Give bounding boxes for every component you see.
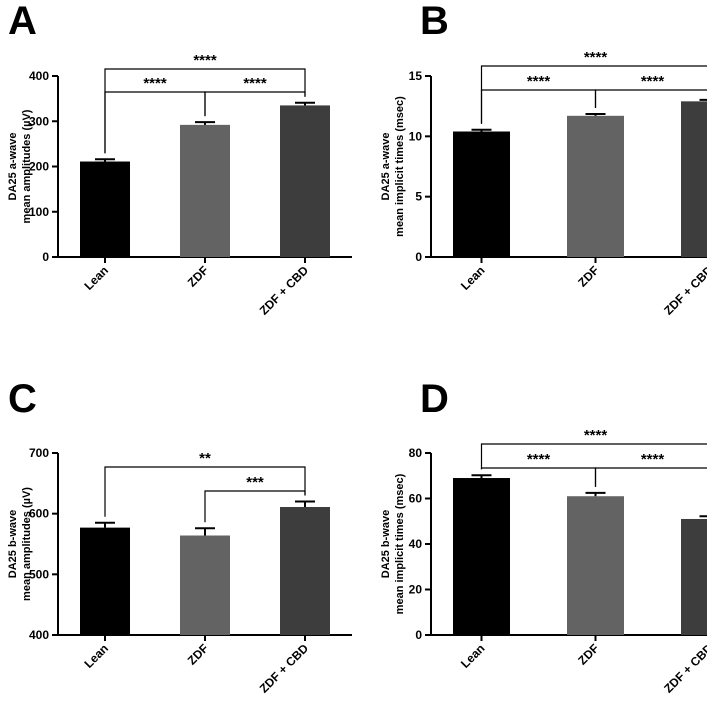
significance-bracket [480, 65, 707, 124]
bar-zdf-cbd [280, 506, 330, 635]
y-tick-label: 700 [29, 446, 49, 460]
y-tick-label: 60 [409, 492, 423, 506]
category-label: ZDF + CBD [257, 641, 312, 696]
panel-letter: D [420, 377, 449, 421]
y-axis-label: DA25 a-wave [380, 133, 392, 201]
significance-label: **** [193, 52, 217, 69]
y-tick-label: 0 [42, 250, 49, 264]
significance-bracket [594, 467, 707, 487]
category-label: ZDF [575, 641, 601, 667]
significance-label: **** [143, 75, 167, 92]
y-tick-label: 200 [29, 160, 49, 174]
category-label: Lean [81, 263, 111, 293]
significance-label: **** [584, 49, 608, 66]
y-tick-label: 300 [29, 114, 49, 128]
category-label: ZDF [185, 263, 211, 289]
panel-a: A 0 100 200 300 400 DA25 a-wave mean amplitudes… [7, 0, 352, 318]
significance-label: **** [641, 451, 665, 468]
significance-label: **** [527, 73, 551, 90]
significance-label: **** [527, 451, 551, 468]
y-axis-label: DA25 a-wave [7, 133, 19, 201]
significance-label: **** [641, 73, 665, 90]
y-axis-label: mean amplitudes (µV) [21, 487, 33, 601]
panel-d: D 0 20 40 60 80 DA25 b-wave mean implicit times… [380, 377, 707, 696]
panel-c: C 400 500 600 700 DA25 b-wave mean amplitudes … [7, 377, 352, 696]
category-label: Lean [458, 263, 488, 293]
panel-letter: C [8, 377, 37, 421]
significance-bracket [594, 89, 707, 109]
category-label: Lean [458, 641, 488, 671]
y-tick-label: 100 [29, 205, 49, 219]
bar-zdf [180, 124, 230, 258]
panel-b: B 0 5 10 15 DA25 a-wave mean implicit times (m… [380, 0, 707, 318]
category-label: ZDF + CBD [661, 641, 707, 696]
y-tick-label: 400 [29, 69, 49, 83]
bar-zdf-cbd [681, 518, 707, 635]
panel-letter: A [8, 0, 37, 43]
y-tick-label: 500 [29, 567, 49, 581]
y-tick-label: 20 [409, 583, 423, 597]
bar-zdf-cbd [681, 101, 707, 257]
bar-zdf-cbd [280, 105, 330, 257]
y-tick-label: 10 [409, 129, 423, 143]
category-label: ZDF [575, 263, 601, 289]
y-tick-label: 5 [415, 190, 422, 204]
y-axis-label: mean implicit times (msec) [394, 96, 406, 237]
bar-zdf [567, 496, 624, 635]
bar-lean [80, 161, 130, 257]
y-axis-label: DA25 b-wave [7, 510, 19, 578]
y-tick-label: 0 [415, 628, 422, 642]
bar-zdf [567, 115, 624, 257]
y-axis-label: DA25 b-wave [380, 510, 392, 578]
category-label: ZDF + CBD [661, 263, 707, 318]
significance-bracket [104, 466, 306, 517]
panel-letter: B [420, 0, 449, 43]
category-label: ZDF [185, 641, 211, 667]
y-tick-label: 600 [29, 507, 49, 521]
significance-label: *** [246, 474, 264, 491]
bar-lean [453, 478, 510, 635]
significance-bracket [480, 443, 707, 470]
bar-lean [453, 131, 510, 257]
y-axis-label: mean amplitudes (µV) [21, 109, 33, 223]
y-tick-label: 0 [415, 250, 422, 264]
significance-label: ** [199, 450, 211, 467]
y-tick-label: 400 [29, 628, 49, 642]
significance-label: **** [584, 427, 608, 444]
category-label: Lean [81, 641, 111, 671]
y-tick-label: 15 [409, 69, 423, 83]
significance-bracket [104, 68, 306, 154]
category-label: ZDF + CBD [257, 263, 312, 318]
bar-lean [80, 527, 130, 635]
y-tick-label: 80 [409, 446, 423, 460]
y-axis-label: mean implicit times (msec) [394, 473, 406, 614]
bar-zdf [180, 535, 230, 635]
y-tick-label: 40 [409, 537, 423, 551]
significance-label: **** [243, 75, 267, 92]
